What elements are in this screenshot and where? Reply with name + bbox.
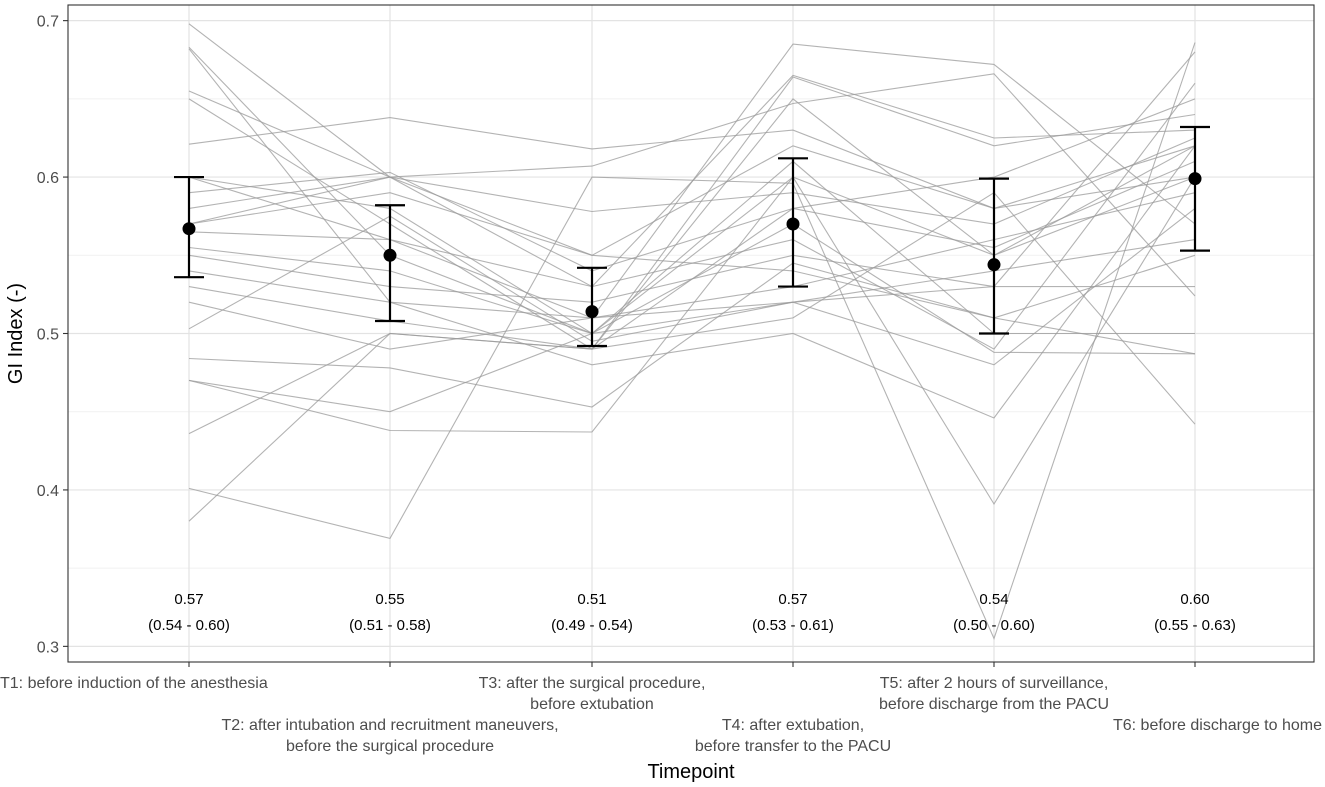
patient-line-patient-24 xyxy=(188,176,1195,319)
range-label-3: (0.49 - 0.54) xyxy=(551,617,633,634)
patient-line-patient-12 xyxy=(188,207,1196,366)
median-label-5: 0.54 xyxy=(979,591,1008,608)
range-label-1: (0.54 - 0.60) xyxy=(148,617,230,634)
y-tick-label: 0.5 xyxy=(37,327,59,344)
median-point-3 xyxy=(585,305,599,319)
patient-line-patient-4 xyxy=(188,74,1196,288)
x-tick-label-t6: T6: before discharge to home xyxy=(1113,717,1322,734)
x-tick-label-t5: before discharge from the PACU xyxy=(879,696,1109,713)
patient-line-patient-17 xyxy=(188,215,1196,342)
patient-line-patient-11 xyxy=(188,82,1196,350)
patient-line-patient-21 xyxy=(188,191,1196,435)
x-axis-title: Timepoint xyxy=(647,761,735,783)
median-point-4 xyxy=(786,217,800,231)
median-label-1: 0.57 xyxy=(174,591,203,608)
median-label-3: 0.51 xyxy=(577,591,606,608)
y-axis: 0.3 0.4 0.5 0.6 0.7 xyxy=(37,14,68,656)
patient-line-patient-23 xyxy=(188,98,1196,522)
y-tick-label: 0.6 xyxy=(37,170,59,187)
minor-gridlines xyxy=(68,98,1314,569)
median-point-6 xyxy=(1188,172,1202,186)
median-label-6: 0.60 xyxy=(1180,591,1209,608)
x-tick-label-t4: before transfer to the PACU xyxy=(695,738,891,755)
x-tick-label-t4: T4: after extubation, xyxy=(722,717,864,734)
patient-line-patient-14 xyxy=(188,145,1196,419)
summary-markers xyxy=(174,125,1210,348)
patient-line-patient-8 xyxy=(188,160,1196,272)
x-tick-label-t3: T3: after the surgical procedure, xyxy=(479,675,706,692)
patient-line-patient-1 xyxy=(188,23,1196,256)
y-tick-label: 0.4 xyxy=(37,483,59,500)
x-tick-label-t1: T1: before induction of the anesthesia xyxy=(0,675,268,692)
x-axis: T1: before induction of the anesthesia T2… xyxy=(0,662,1322,755)
patient-line-patient-19 xyxy=(188,223,1196,413)
patient-line-patient-7 xyxy=(188,160,1195,335)
patient-line-patient-2 xyxy=(188,46,1196,335)
x-tick-label-t2: T2: after intubation and recruitment man… xyxy=(221,717,558,734)
range-label-5: (0.50 - 0.60) xyxy=(953,617,1035,634)
y-tick-label: 0.7 xyxy=(37,14,59,31)
range-label-2: (0.51 - 0.58) xyxy=(349,617,431,634)
median-point-2 xyxy=(383,248,397,262)
range-label-4: (0.53 - 0.61) xyxy=(752,617,834,634)
median-annotations: 0.57 (0.54 - 0.60) 0.55 (0.51 - 0.58) 0.51 (0… xyxy=(148,591,1236,634)
patient-line-patient-20 xyxy=(188,176,1196,506)
x-tick-label-t2: before the surgical procedure xyxy=(286,738,494,755)
patient-line-patient-25 xyxy=(188,73,1196,297)
median-label-4: 0.57 xyxy=(778,591,807,608)
patient-line-patient-22 xyxy=(188,42,1196,641)
y-axis-title: GI Index (-) xyxy=(5,283,27,384)
x-tick-label-t3: before extubation xyxy=(530,696,654,713)
median-label-2: 0.55 xyxy=(375,591,404,608)
range-label-6: (0.55 - 0.63) xyxy=(1154,617,1236,634)
x-tick-label-t5: T5: after 2 hours of surveillance, xyxy=(880,675,1109,692)
median-point-5 xyxy=(987,258,1001,272)
patient-line-patient-6 xyxy=(188,117,1196,209)
patient-line-patient-18 xyxy=(188,262,1196,408)
patient-line-patient-9 xyxy=(188,137,1196,225)
median-point-1 xyxy=(182,222,196,236)
patient-lines xyxy=(188,23,1196,641)
y-tick-label: 0.3 xyxy=(37,639,59,656)
